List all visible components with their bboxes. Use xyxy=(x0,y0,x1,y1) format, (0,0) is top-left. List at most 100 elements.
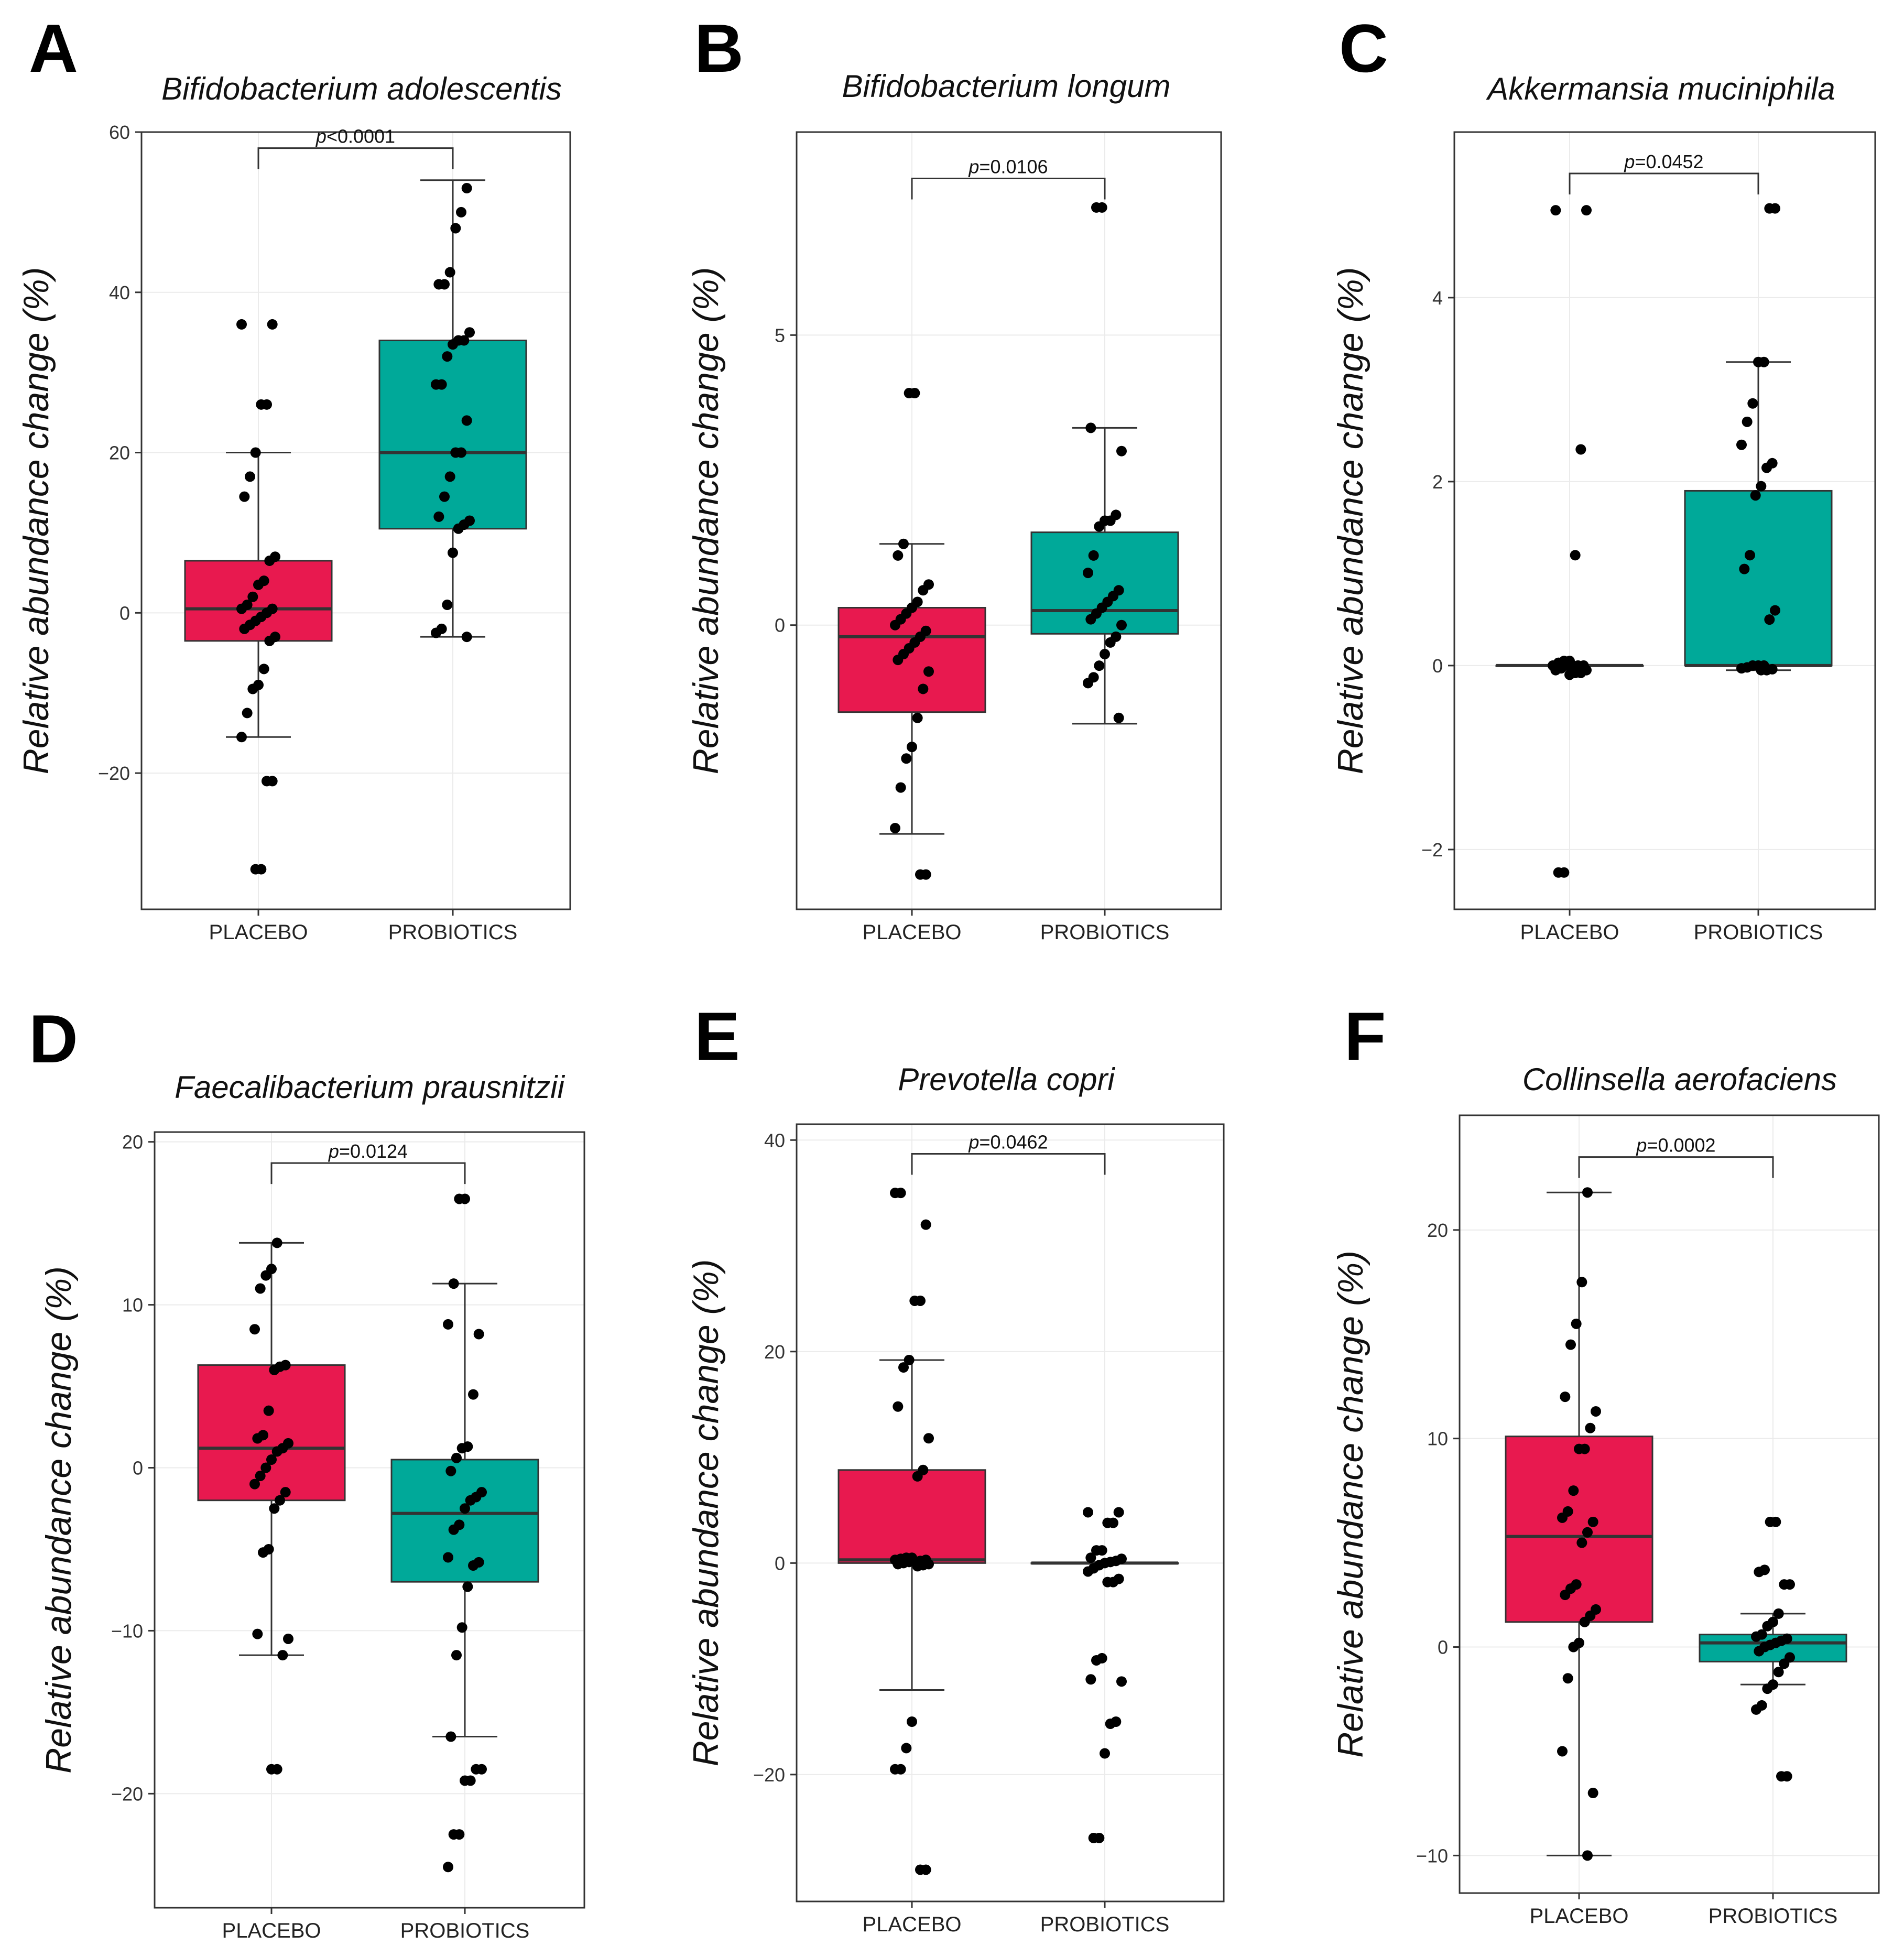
x-tick-label: PLACEBO xyxy=(863,921,962,944)
data-point xyxy=(1756,481,1767,492)
data-point xyxy=(460,1503,470,1514)
data-point xyxy=(901,753,912,764)
data-point xyxy=(893,1401,904,1412)
box-iqr xyxy=(837,1469,986,1564)
y-axis-label: Relative abundance change (%) xyxy=(39,1266,79,1774)
significance-bracket xyxy=(1569,172,1759,194)
data-point xyxy=(451,1452,462,1463)
data-point xyxy=(1587,1788,1598,1799)
x-tick-label: PLACEBO xyxy=(1520,921,1619,944)
data-point xyxy=(263,1405,274,1416)
significance-bracket xyxy=(911,178,1106,200)
data-point xyxy=(443,1319,453,1330)
y-tick-label: 20 xyxy=(1427,1220,1448,1241)
data-point xyxy=(1587,1516,1598,1527)
data-point xyxy=(1574,1443,1584,1454)
data-point xyxy=(468,1560,478,1571)
panel-letter: A xyxy=(29,10,78,86)
y-tick-label: 20 xyxy=(764,1341,785,1363)
data-point xyxy=(1750,490,1761,501)
panel-f: −10 0 10 20 PLACEBO PROBIOTICS p=0.0002 Collins… xyxy=(1331,998,1880,1928)
data-point xyxy=(267,319,278,330)
panel-title: Bifidobacterium adolescentis xyxy=(161,71,562,106)
series-placebo xyxy=(197,1237,346,1775)
panel-letter: B xyxy=(694,10,744,86)
data-point xyxy=(443,1552,453,1563)
data-point xyxy=(445,1731,456,1742)
y-tick-label: 40 xyxy=(109,282,130,303)
data-point xyxy=(252,1628,263,1639)
plot-frame xyxy=(796,131,1222,910)
data-point xyxy=(1550,205,1561,216)
data-point xyxy=(256,399,267,410)
data-point xyxy=(266,1764,277,1775)
data-point xyxy=(461,632,472,643)
data-point xyxy=(1773,1608,1784,1619)
data-point xyxy=(444,267,455,278)
data-point xyxy=(448,1278,459,1289)
data-point xyxy=(923,666,934,677)
data-point xyxy=(920,1219,931,1230)
data-point xyxy=(1736,663,1747,674)
y-tick-label: 60 xyxy=(109,122,130,143)
data-point xyxy=(1776,1771,1787,1782)
panel-a: −20 0 20 40 60 PLACEBO PROBIOTICS p<0.0001 Bifid… xyxy=(16,10,571,944)
data-point xyxy=(431,379,441,390)
y-tick-label: 0 xyxy=(1438,1637,1448,1658)
y-tick-label: 40 xyxy=(764,1129,785,1151)
data-point xyxy=(439,491,450,502)
data-point xyxy=(1582,1527,1593,1538)
y-tick-label: −20 xyxy=(98,763,130,784)
panel-c: −2 0 2 4 PLACEBO PROBIOTICS p=0.0452 Akkermansi… xyxy=(1331,10,1876,944)
p-value-label: p=0.0462 xyxy=(968,1131,1048,1153)
data-point xyxy=(271,1237,282,1248)
data-point xyxy=(1568,1641,1579,1653)
series-placebo xyxy=(184,319,333,875)
data-point xyxy=(1764,203,1775,214)
panel-title: Prevotella copri xyxy=(898,1062,1115,1097)
data-point xyxy=(280,1487,291,1498)
data-point xyxy=(909,1295,920,1306)
data-point xyxy=(1083,1566,1093,1577)
data-point xyxy=(462,1581,473,1592)
series-probiotics xyxy=(1699,1516,1847,1782)
series-placebo xyxy=(1505,1187,1653,1861)
box-iqr xyxy=(378,340,527,530)
data-point xyxy=(1105,637,1116,648)
data-point xyxy=(1094,521,1105,532)
panel-title: Faecalibacterium prausnitzii xyxy=(175,1070,565,1105)
data-point xyxy=(252,1433,263,1444)
x-tick-label: PLACEBO xyxy=(1530,1905,1629,1928)
data-point xyxy=(1105,1719,1116,1730)
data-point xyxy=(1745,550,1755,561)
data-point xyxy=(448,339,458,350)
x-tick-label: PLACEBO xyxy=(209,921,308,944)
x-tick-label: PROBIOTICS xyxy=(388,921,518,944)
data-point xyxy=(1751,1704,1761,1715)
data-point xyxy=(253,579,264,590)
y-tick-label: 20 xyxy=(122,1132,143,1153)
box-iqr xyxy=(390,1459,539,1583)
data-point xyxy=(464,327,475,338)
y-tick-label: 4 xyxy=(1432,287,1443,309)
series-probiotics xyxy=(1030,202,1179,725)
data-point xyxy=(915,1864,926,1875)
data-point xyxy=(898,538,909,549)
data-point xyxy=(255,1471,266,1482)
plot-frame xyxy=(1459,1114,1880,1894)
data-point xyxy=(264,555,275,566)
data-point xyxy=(275,1495,285,1506)
data-point xyxy=(453,523,464,534)
data-point xyxy=(1576,1537,1587,1548)
data-point xyxy=(1754,1646,1765,1657)
data-point xyxy=(1571,1318,1582,1329)
data-point xyxy=(1083,1507,1093,1518)
series-placebo xyxy=(837,1188,986,1875)
data-point xyxy=(450,223,461,234)
data-point xyxy=(456,1443,467,1454)
data-point xyxy=(1761,462,1772,473)
y-tick-label: 0 xyxy=(1432,655,1443,677)
data-point xyxy=(1091,202,1102,213)
data-point xyxy=(1562,1673,1573,1684)
data-point xyxy=(461,183,472,194)
